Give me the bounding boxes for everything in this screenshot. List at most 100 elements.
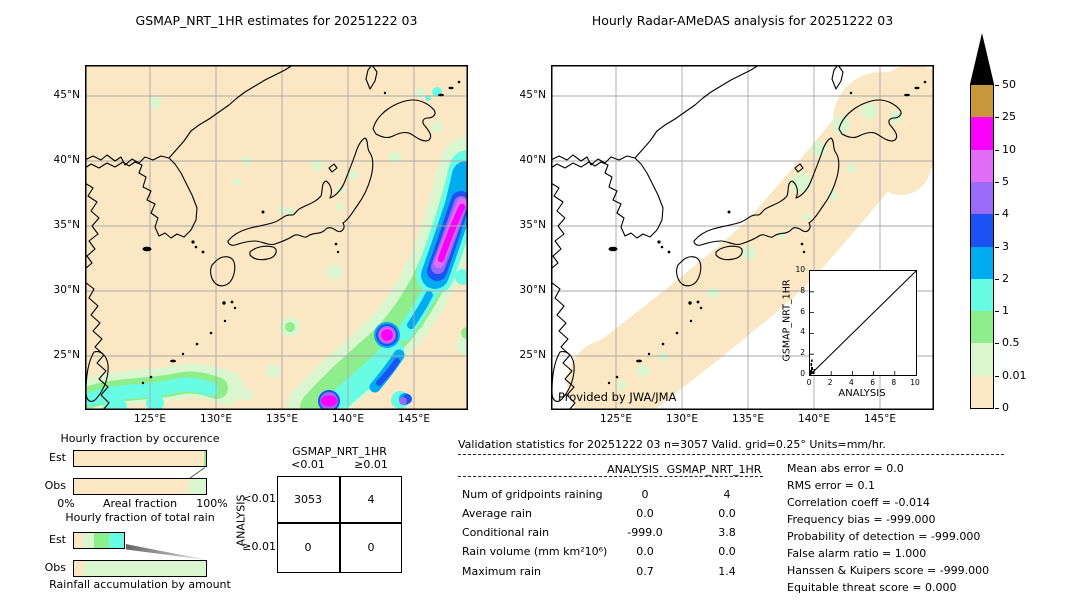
inset-x-tick: 4 [849,378,854,387]
right-map-y-tick: 30°N [519,284,546,296]
metric-line: Hanssen & Kuipers score = -999.000 [787,564,990,577]
colorbar-tick-label: 0.5 [1002,336,1020,350]
stats-row-label: Num of gridpoints raining [462,487,603,501]
contingency-row-label-2: ≥0.01 [242,540,276,553]
colorbar-tick-label: 25 [1002,110,1016,124]
colorbar-tick-label: 3 [1002,239,1009,253]
colorbar-segment [971,214,993,247]
metric-line: Mean abs error = 0.0 [787,462,904,475]
colorbar-tick-label: 0.01 [1002,368,1027,382]
right-map-x-tick: 145°E [864,413,896,425]
inset-x-tick: 10 [910,378,920,387]
colorbar-segment [971,311,993,344]
bar-segment [74,479,189,494]
right-map-x-tick: 140°E [798,413,830,425]
stats-gsmap-value: 1.4 [718,564,736,578]
validation-divider-cols [458,476,763,477]
totalrain-est-bar [73,532,126,549]
totalrain-obs-bar [73,560,207,577]
metric-line: Correlation coeff = -0.014 [787,496,930,509]
totalrain-connector-fan [126,544,207,560]
inset-y-tick: 4 [800,327,805,337]
inset-x-tick: 2 [827,378,833,387]
stats-row-label: Conditional rain [462,526,550,540]
radar-map-frame [551,65,934,410]
contingency-cell-01: 4 [367,493,375,506]
gsmap-background [85,65,468,410]
colorbar-tick [995,149,999,151]
inset-axis-ticks [810,291,896,375]
left-map-x-tick: 145°E [398,413,430,425]
colorbar-tick [995,85,999,86]
contingency-cell-00: 3053 [294,493,322,506]
left-map-title: GSMAP_NRT_1HR estimates for 20251222 03 [135,13,418,28]
contingency-vline [339,476,341,573]
right-map-title: Hourly Radar-AMeDAS analysis for 2025122… [591,13,894,28]
left-map-y-tick: 25°N [53,349,80,361]
occurrence-x-max: 100% [196,497,228,510]
stats-analysis-value: 0 [641,487,649,501]
colorbar-tick [995,246,999,248]
inset-y-tick: 8 [800,285,805,295]
contingency-col-group: GSMAP_NRT_1HR [292,445,387,458]
colorbar-segment [971,149,993,183]
colorbar-tick-label: 1 [1002,304,1009,318]
colorbar-tick-label: 50 [1002,78,1016,91]
inset-y-tick: 10 [795,265,805,274]
stats-row-label: Rain volume (mm km²10⁶) [462,545,608,559]
metric-line: Equitable threat score = 0.000 [787,581,957,594]
stats-row-label: Average rain [462,506,532,520]
occurrence-x-label: Areal fraction [102,497,178,510]
colorbar-overflow-arrow [970,33,994,84]
inset-ylabel: GSMAP_NRT_1HR [781,279,793,362]
occurrence-est-label: Est [49,451,66,464]
contingency-col-label-2: ≥0.01 [354,458,388,471]
colorbar-tick [995,375,999,377]
stats-gsmap-value: 3.8 [718,526,736,540]
inset-xlabel: ANALYSIS [838,388,886,399]
left-map-x-tick: 135°E [266,413,298,425]
metric-line: RMS error = 0.1 [787,479,875,492]
stats-gsmap-value: 4 [723,487,731,501]
scatter-points [810,359,815,374]
metric-line: False alarm ratio = 1.000 [787,547,927,560]
stats-analysis-value: 0.0 [636,545,654,559]
metric-line: Probability of detection = -999.000 [787,530,981,543]
contingency-hline [277,522,402,524]
validation-divider-top [458,454,1004,455]
contingency-cell-11: 0 [367,541,375,554]
left-map-x-tick: 125°E [134,413,166,425]
colorbar-segment [971,375,993,409]
occurrence-chart-title: Hourly fraction by occurence [60,432,220,445]
left-map-y-tick: 35°N [53,219,80,231]
contingency-row-label-1: <0.01 [242,492,276,505]
colorbar-tick-label: 2 [1002,271,1009,285]
colorbar-tick [995,181,999,183]
inset-x-tick: 0 [806,378,812,387]
stats-analysis-value: 0.0 [636,506,654,520]
colorbar-tick [995,278,999,280]
totalrain-chart-title: Hourly fraction of total rain [65,511,215,524]
inset-scatter-plot [809,270,917,376]
map-credit: Provided by JWA/JMA [558,390,677,404]
contingency-cell-10: 0 [304,541,312,554]
totalrain-caption: Rainfall accumulation by amount [49,578,231,591]
left-map-y-tick: 45°N [53,89,80,101]
colorbar-segment [971,343,993,377]
right-map-x-tick: 125°E [600,413,632,425]
colorbar-segment [971,181,993,215]
colorbar-tick [995,408,999,409]
colorbar-tick [995,214,999,216]
colorbar-tick-label: 10 [1002,142,1016,156]
occurrence-obs-bar [73,478,207,495]
gsmap-map-frame [85,65,468,410]
stats-row-label: Maximum rain [462,564,541,578]
bar-segment [109,533,125,548]
left-map-x-tick: 140°E [332,413,364,425]
right-map-x-tick: 135°E [732,413,764,425]
left-map-x-tick: 130°E [200,413,232,425]
inset-y-tick: 6 [800,306,805,316]
totalrain-est-label: Est [49,533,66,546]
colorbar-tick [995,311,999,313]
bar-segment [74,561,84,576]
